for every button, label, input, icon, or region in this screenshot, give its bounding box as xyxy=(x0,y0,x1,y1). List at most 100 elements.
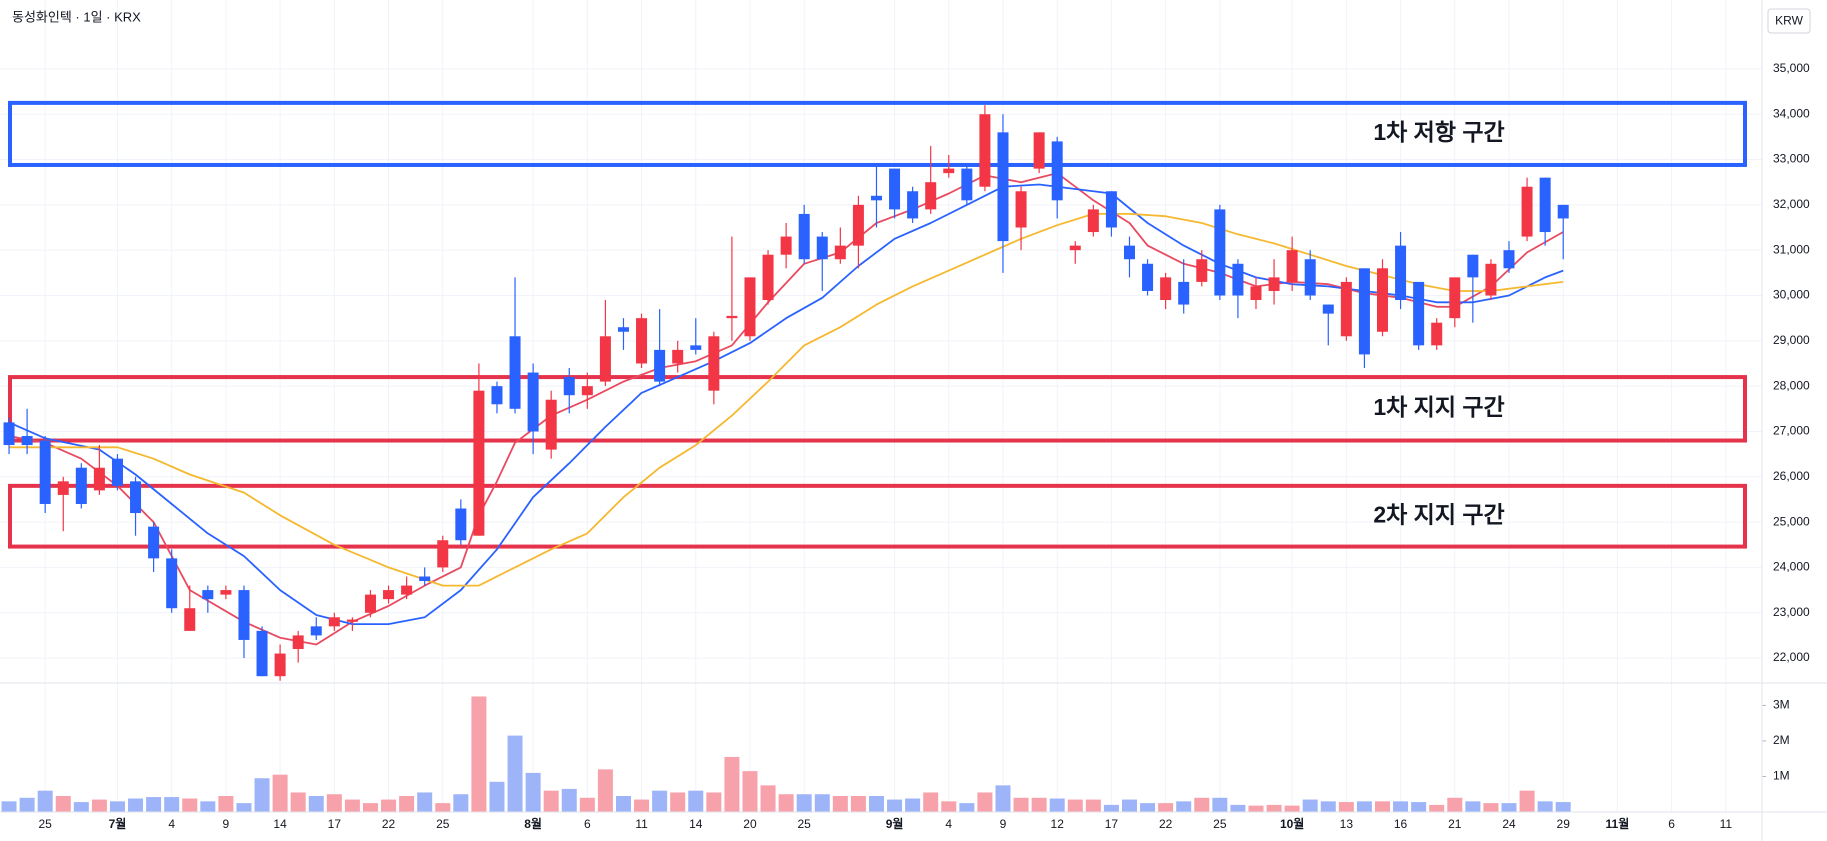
x-tick-label: 21 xyxy=(1448,817,1462,831)
candle-body xyxy=(491,386,503,405)
currency-badge[interactable] xyxy=(1767,8,1811,34)
candle-body xyxy=(202,590,214,600)
volume-bar xyxy=(868,796,884,812)
volume-bar xyxy=(1121,799,1137,812)
candle-body xyxy=(925,182,937,210)
candle-body xyxy=(1178,281,1190,305)
volume-bar xyxy=(55,796,71,812)
grid xyxy=(0,0,1766,812)
candle-body xyxy=(690,345,702,350)
volume-bar xyxy=(778,794,794,812)
candle-body xyxy=(184,608,196,631)
x-tick-label: 24 xyxy=(1502,817,1516,831)
candle-body xyxy=(130,481,142,514)
y-tick-label: 27,000 xyxy=(1773,424,1810,438)
x-tick-label: 12 xyxy=(1051,817,1065,831)
volume-bar xyxy=(850,796,866,812)
volume-bar xyxy=(507,735,523,812)
y-tick-label: 35,000 xyxy=(1773,61,1810,75)
candle-body xyxy=(111,458,123,486)
candle-body xyxy=(383,590,395,600)
volume-bar xyxy=(91,799,107,812)
x-tick-label: 25 xyxy=(798,817,812,831)
candle-body xyxy=(310,626,322,636)
candle-body xyxy=(636,318,648,364)
volume-bar xyxy=(615,796,631,812)
volume-bar xyxy=(1501,803,1517,812)
zone-label: 1차 지지 구간 xyxy=(1373,394,1504,420)
x-tick-label: 4 xyxy=(945,817,952,831)
volume-bar xyxy=(435,803,451,812)
candle-body xyxy=(1051,141,1063,201)
volume-bar xyxy=(742,771,758,812)
volume-bar xyxy=(1429,804,1445,812)
x-tick-label: 16 xyxy=(1394,817,1408,831)
candle-body xyxy=(166,558,178,609)
candle-body xyxy=(1268,277,1280,291)
volume-bar xyxy=(1302,799,1318,812)
candle-body xyxy=(238,590,250,640)
x-tick-label: 14 xyxy=(273,817,287,831)
candle-body xyxy=(1449,277,1461,319)
volume-bar xyxy=(832,796,848,812)
x-tick-label: 6 xyxy=(584,817,591,831)
volume-bar xyxy=(1230,804,1246,812)
volume-bar xyxy=(1447,797,1463,812)
volume-bar xyxy=(597,769,613,812)
zone-label: 1차 저항 구간 xyxy=(1373,119,1504,145)
y-tick-label: 32,000 xyxy=(1773,197,1810,211)
y-tick-label: 26,000 xyxy=(1773,469,1810,483)
x-tick-label: 25 xyxy=(436,817,450,831)
zone-label: 2차 지지 구간 xyxy=(1373,501,1504,527)
candle-body xyxy=(744,277,756,337)
volume-bar xyxy=(543,790,559,812)
volume-bar xyxy=(1465,801,1481,812)
candle-body xyxy=(1503,250,1515,269)
candle-body xyxy=(852,204,864,246)
candle-body xyxy=(1142,263,1154,291)
x-tick-label: 17 xyxy=(1105,817,1119,831)
candle-body xyxy=(1123,245,1135,260)
candle-body xyxy=(509,336,521,409)
x-tick-label: 25 xyxy=(38,817,52,831)
y-tick-label: 30,000 xyxy=(1773,288,1810,302)
volume-bar xyxy=(218,796,234,812)
volume-bar xyxy=(525,772,541,812)
x-tick-label: 25 xyxy=(1213,817,1227,831)
x-tick-label: 22 xyxy=(1159,817,1173,831)
y-tick-label: 31,000 xyxy=(1773,242,1810,256)
volume-bar xyxy=(1374,801,1390,812)
x-tick-label: 11월 xyxy=(1606,816,1630,831)
volume-bar xyxy=(1393,801,1409,812)
volume-bar xyxy=(1085,799,1101,812)
volume-bar xyxy=(128,798,144,812)
candle-body xyxy=(617,327,629,332)
candle-body xyxy=(455,508,467,541)
y-tick-label: 28,000 xyxy=(1773,378,1810,392)
candle-body xyxy=(75,467,87,504)
volume-bar xyxy=(1212,797,1228,812)
candle-body xyxy=(780,236,792,255)
candle-body xyxy=(1015,191,1027,228)
volume-bar xyxy=(272,774,288,812)
volume-bar xyxy=(1411,802,1427,812)
candle-body xyxy=(708,336,720,391)
candles xyxy=(3,105,1569,681)
volume-bar xyxy=(1483,803,1499,812)
volume-bar xyxy=(73,802,89,812)
y-tick-label: 29,000 xyxy=(1773,333,1810,347)
volume-bar xyxy=(146,797,162,812)
zone-box xyxy=(8,100,1747,167)
zones: 1차 저항 구간 1차 지지 구간 2차 지지 구간 xyxy=(8,100,1747,549)
volume-bar xyxy=(1248,805,1264,812)
moving-average-line xyxy=(8,183,1564,625)
candle-body xyxy=(545,399,557,450)
candle-body xyxy=(93,467,105,491)
x-tick-label: 17 xyxy=(328,817,342,831)
x-tick-label: 7월 xyxy=(109,816,127,831)
volume-bar xyxy=(1013,797,1029,812)
y-tick-label: 34,000 xyxy=(1773,106,1810,120)
volume-bar xyxy=(1158,803,1174,812)
candle-body xyxy=(563,377,575,396)
